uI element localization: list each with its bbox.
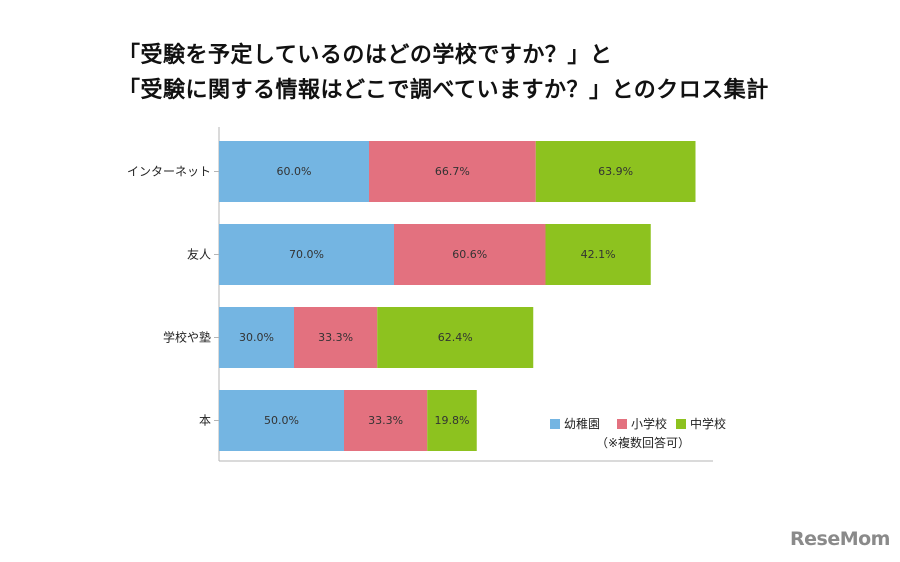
category-label: 学校や塾 (163, 330, 211, 345)
bar-segment (219, 141, 369, 202)
chart-title: 「受験を予定しているのはどの学校ですか？」と 「受験に関する情報はどこで調べてい… (118, 38, 878, 108)
data-label: 42.1% (581, 248, 616, 261)
category-label: 本 (199, 414, 211, 428)
resemom-logo: ReseMom (790, 528, 890, 550)
chart-title-line-1: 「受験を予定しているのはどの学校ですか？」と (118, 43, 613, 68)
bar-segment (344, 390, 428, 451)
chart-title-line-2: 「受験に関する情報はどこで調べていますか？」とのクロス集計 (118, 78, 769, 103)
legend-label: 小学校 (631, 416, 667, 431)
legend-swatch (617, 419, 627, 429)
bar-segment (427, 390, 477, 451)
category-label: 友人 (187, 248, 211, 262)
data-label: 19.8% (435, 414, 470, 427)
legend-swatch (676, 419, 686, 429)
data-label: 66.7% (435, 165, 470, 178)
data-label: 33.3% (368, 414, 403, 427)
bar-segment (535, 141, 696, 202)
category-label: インターネット (127, 165, 211, 179)
bar-segment (369, 141, 536, 202)
data-label: 63.9% (598, 165, 633, 178)
bar-segment (219, 307, 294, 368)
bar-segment (545, 224, 651, 285)
data-label: 70.0% (289, 248, 324, 261)
legend-label: 幼稚園 (564, 417, 600, 431)
bar-segment (394, 224, 546, 285)
bar-segment (219, 224, 394, 285)
data-label: 60.0% (277, 165, 312, 178)
data-label: 60.6% (452, 248, 487, 261)
bar-segment (219, 390, 344, 451)
data-label: 30.0% (239, 331, 274, 344)
data-label: 33.3% (318, 331, 353, 344)
bar-segment (377, 307, 534, 368)
bar-segment (294, 307, 378, 368)
legend-swatch (550, 419, 560, 429)
data-label: 50.0% (264, 414, 299, 427)
legend-label: 中学校 (690, 416, 726, 431)
data-label: 62.4% (438, 331, 473, 344)
legend-note: （※複数回答可） (596, 435, 690, 450)
